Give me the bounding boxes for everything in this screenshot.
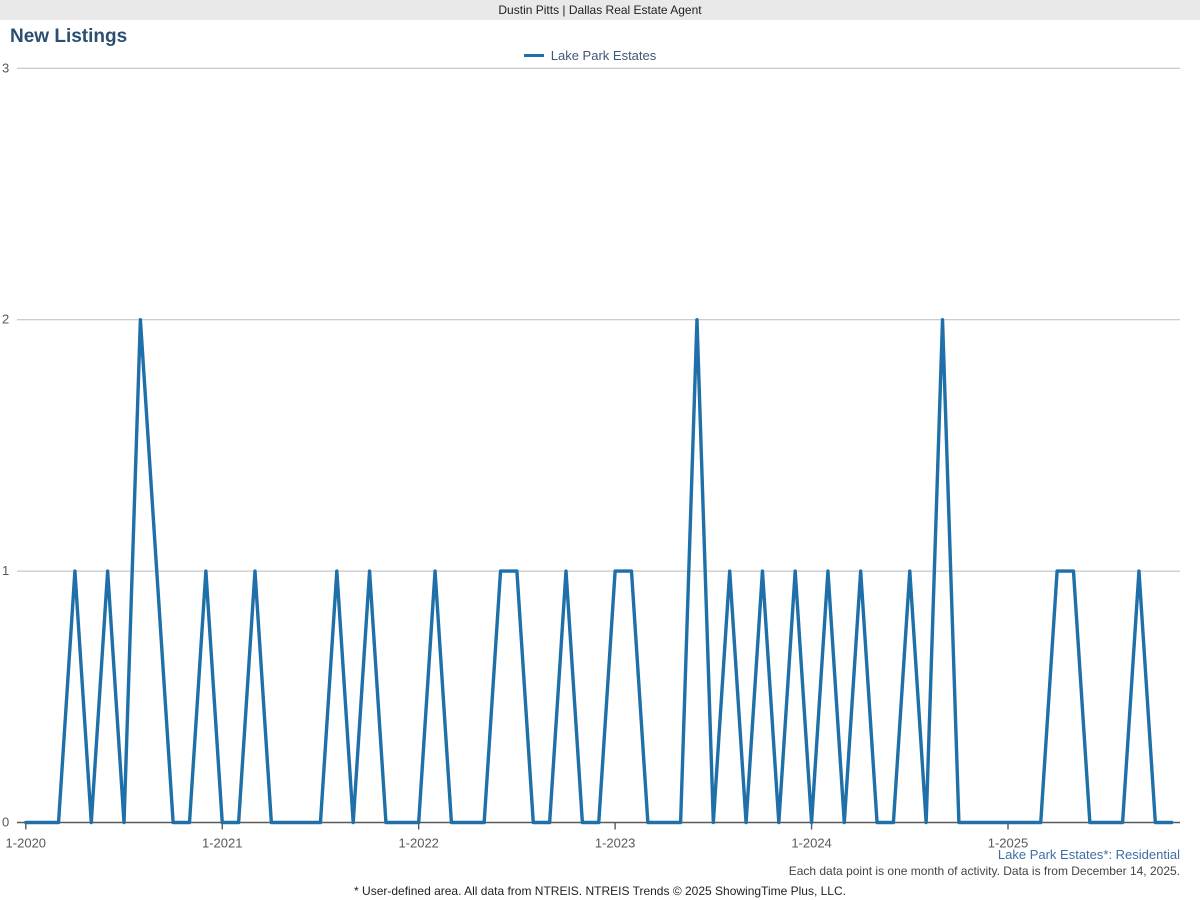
svg-text:1-2020: 1-2020 bbox=[6, 836, 46, 851]
svg-text:1: 1 bbox=[2, 563, 9, 578]
svg-text:2: 2 bbox=[2, 312, 9, 327]
svg-text:1-2023: 1-2023 bbox=[595, 836, 635, 851]
svg-text:1-2022: 1-2022 bbox=[398, 836, 438, 851]
svg-text:0: 0 bbox=[2, 815, 9, 830]
svg-text:1-2021: 1-2021 bbox=[202, 836, 242, 851]
